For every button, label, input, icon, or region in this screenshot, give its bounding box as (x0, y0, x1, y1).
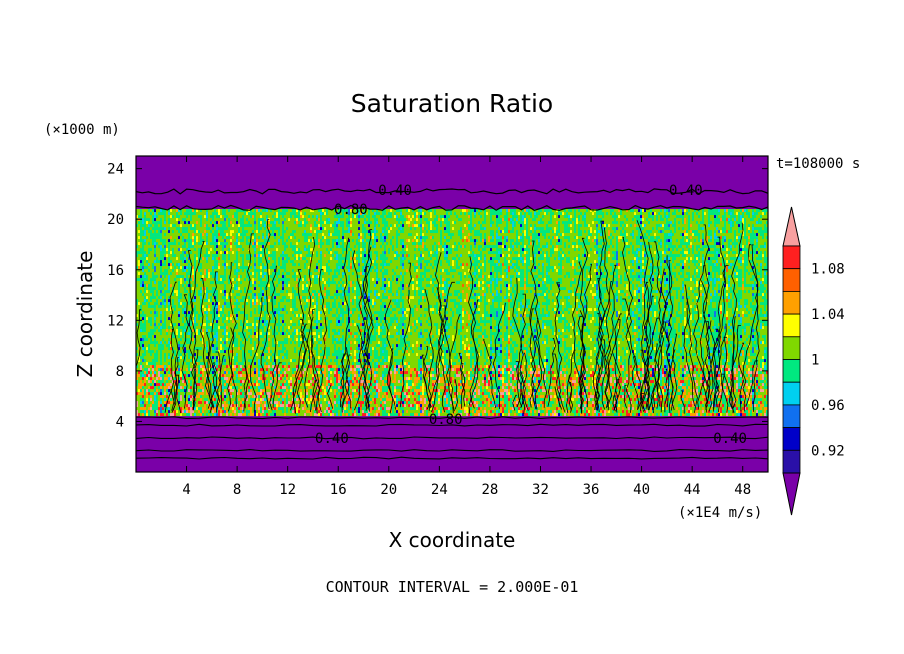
colorbar-min-arrow (782, 472, 801, 516)
colorbar-level (782, 268, 801, 292)
colorbar: 1.08 1.04 1 0.96 0.92 (782, 206, 845, 516)
colorbar-level (782, 404, 801, 428)
contour-lines (136, 188, 768, 460)
x-tick-label: 48 (734, 482, 751, 498)
y-tick-label: 20 (107, 212, 124, 228)
x-tick-label: 32 (532, 482, 549, 498)
contour-label: 0.40 (315, 431, 349, 447)
colorbar-level (782, 427, 801, 451)
x-tick-label: 12 (279, 482, 296, 498)
y-axis-unit: (×1000 m) (44, 122, 120, 138)
x-axis-unit: (×1E4 m/s) (678, 505, 762, 521)
chart-title: Saturation Ratio (351, 89, 553, 118)
x-tick-label: 16 (330, 482, 347, 498)
colorbar-level (782, 290, 801, 315)
colorbar-level (782, 449, 801, 474)
x-tick-label: 20 (380, 482, 397, 498)
colorbar-label: 1 (811, 353, 819, 369)
colorbar-level (782, 336, 801, 360)
y-axis-label: Z coordinate (73, 251, 97, 378)
saturation-field (136, 156, 768, 472)
colorbar-label: 1.08 (811, 262, 845, 278)
y-axis-ticks: 4 8 12 16 20 24 (107, 162, 768, 430)
colorbar-label: 0.92 (811, 443, 845, 459)
x-tick-label: 24 (431, 482, 448, 498)
x-axis-label: X coordinate (389, 528, 516, 552)
y-tick-label: 4 (116, 414, 124, 430)
colorbar-level (782, 359, 801, 383)
x-tick-label: 40 (633, 482, 650, 498)
x-tick-label: 28 (481, 482, 498, 498)
y-tick-label: 16 (107, 263, 124, 279)
y-tick-label: 24 (107, 162, 124, 178)
x-tick-label: 8 (233, 482, 241, 498)
y-tick-label: 12 (107, 313, 124, 329)
plot-frame (135, 155, 769, 473)
colorbar-level (782, 313, 801, 338)
contour-label: 0.80 (334, 202, 368, 218)
time-label: t=108000 s (776, 156, 860, 172)
colorbar-level (782, 381, 801, 406)
colorbar-max-arrow (782, 206, 801, 247)
x-tick-label: 4 (182, 482, 190, 498)
x-tick-label: 44 (684, 482, 701, 498)
contour-interval-label: CONTOUR INTERVAL = 2.000E-01 (326, 578, 579, 596)
contour-label: 0.40 (378, 183, 412, 199)
colorbar-level (782, 245, 801, 270)
x-tick-label: 36 (583, 482, 600, 498)
contour-label: 0.40 (713, 431, 747, 447)
colorbar-label: 0.96 (811, 398, 845, 414)
colorbar-label: 1.04 (811, 307, 845, 323)
contour-labels: 0.40 0.40 0.80 0.80 0.40 0.40 (315, 183, 747, 447)
x-axis-ticks: 4 8 12 16 20 24 28 32 36 40 44 48 (182, 156, 751, 498)
y-tick-label: 8 (116, 364, 124, 380)
contour-label: 0.80 (429, 412, 463, 428)
contour-label: 0.40 (669, 183, 703, 199)
